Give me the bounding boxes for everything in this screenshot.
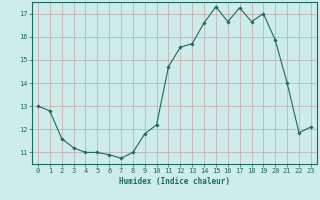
X-axis label: Humidex (Indice chaleur): Humidex (Indice chaleur) bbox=[119, 177, 230, 186]
